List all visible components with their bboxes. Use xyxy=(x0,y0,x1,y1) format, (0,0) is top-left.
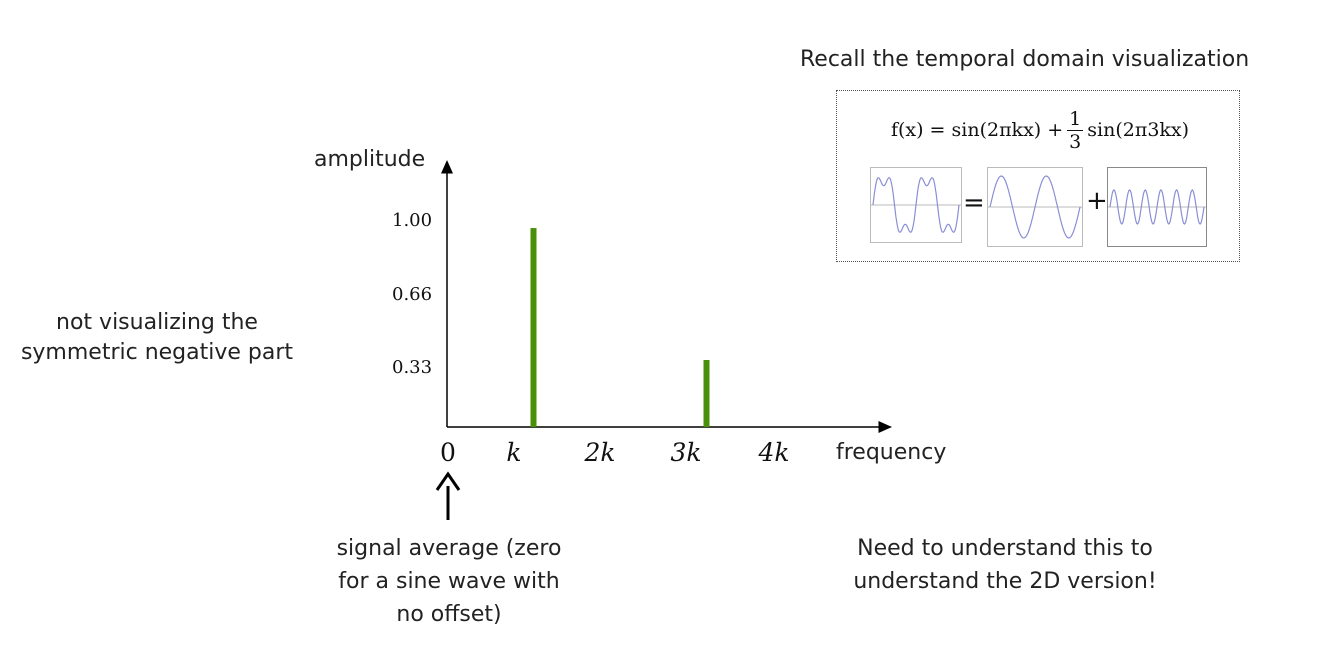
note-bottom: signal average (zero for a sine wave wit… xyxy=(318,532,580,631)
y-tick-label: 0.33 xyxy=(392,357,433,378)
recall-title: Recall the temporal domain visualization xyxy=(800,47,1250,72)
x-tick-label: 4k xyxy=(758,438,790,467)
note-left-line: not visualizing the xyxy=(56,310,258,335)
recall-box xyxy=(836,90,1240,262)
formula: f(x) = sin(2πkx) + 1 3 sin(2π3kx) xyxy=(860,100,1220,160)
note-right-line: Need to understand this to xyxy=(857,536,1153,561)
sine-k-plot xyxy=(988,175,1082,239)
sine-3k-line xyxy=(1109,188,1205,225)
y-axis-label: amplitude xyxy=(314,147,426,172)
x-tick-label: 3k xyxy=(670,438,702,467)
y-tick-label: 1.00 xyxy=(392,210,433,231)
formula-lhs: f(x) = sin(2πkx) + xyxy=(890,119,1064,141)
formula-fraction: 1 3 xyxy=(1067,107,1084,153)
combined-wave-thumbnail xyxy=(870,167,962,243)
note-left-line: symmetric negative part xyxy=(20,340,294,365)
equals-sign: = xyxy=(963,188,985,218)
bar xyxy=(703,360,710,427)
sine-k-thumbnail xyxy=(987,167,1083,247)
x-tick-label: k xyxy=(506,438,522,467)
formula-frac-num: 1 xyxy=(1067,107,1084,131)
note-bottom-line: for a sine wave with xyxy=(338,569,560,594)
bar xyxy=(530,228,537,427)
plus-sign: + xyxy=(1086,186,1108,216)
note-left: not visualizing the symmetric negative p… xyxy=(14,308,300,368)
bars-layer xyxy=(530,228,710,427)
formula-rhs: sin(2π3kx) xyxy=(1087,119,1190,141)
note-bottom-line: no offset) xyxy=(396,602,502,627)
x-axis-label: frequency xyxy=(836,440,947,465)
signal-average-arrowhead xyxy=(435,471,461,491)
x-tick-label: 0 xyxy=(440,438,456,467)
sine-k-line xyxy=(989,175,1081,239)
y-tick-label: 0.66 xyxy=(392,284,433,305)
note-right: Need to understand this to understand th… xyxy=(820,532,1190,598)
note-bottom-line: signal average (zero xyxy=(336,536,562,561)
combined-wave-line xyxy=(872,177,960,233)
formula-frac-den: 3 xyxy=(1069,130,1082,153)
sine-3k-plot xyxy=(1108,188,1206,225)
x-tick-label: 2k xyxy=(584,438,616,467)
combined-wave-plot xyxy=(871,177,961,233)
note-right-line: understand the 2D version! xyxy=(853,569,1157,594)
sine-3k-thumbnail xyxy=(1107,167,1207,247)
